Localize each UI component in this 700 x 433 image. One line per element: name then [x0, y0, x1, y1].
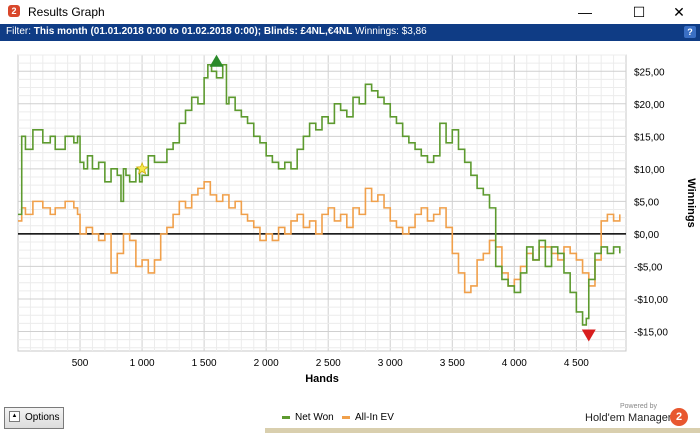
- brand-logo-icon: 2: [670, 408, 688, 426]
- background-window-strip: [265, 428, 700, 433]
- y-tick-label: -$15,00: [634, 327, 668, 338]
- title-bar: 2 Results Graph — ☐ ✕: [0, 0, 700, 24]
- x-tick-label: 3 000: [378, 358, 403, 369]
- y-tick-label: $5,00: [634, 197, 659, 208]
- net-won-line: [18, 63, 621, 326]
- y-tick-label: $15,00: [634, 132, 665, 143]
- all-in-ev-line: [18, 181, 621, 294]
- results-chart: 500 1 000 1 500 2 000 2 500 3 000 3 500 4 000 4 …: [0, 41, 700, 403]
- legend-all-in-ev-swatch: [342, 415, 350, 419]
- y-tick-label: -$5,00: [634, 262, 663, 273]
- y-tick-label: $25,00: [634, 67, 665, 78]
- x-tick-label: 500: [72, 358, 89, 369]
- legend-net-won: Net Won: [282, 412, 334, 423]
- x-tick-label: 1 500: [192, 358, 217, 369]
- winnings-summary: Winnings: $3,86: [355, 26, 427, 37]
- x-axis-title: Hands: [305, 373, 339, 385]
- maximize-button[interactable]: ☐: [632, 4, 646, 20]
- legend-net-won-label: Net Won: [295, 412, 334, 423]
- app-logo-icon: 2: [8, 5, 20, 17]
- x-tick-label: 3 500: [440, 358, 465, 369]
- y-axis-title: Winnings: [685, 178, 697, 227]
- filter-text: Filter: This month (01.01.2018 0:00 to 0…: [6, 26, 427, 37]
- legend-all-in-ev: All-In EV: [342, 412, 394, 423]
- star-marker-icon: [135, 161, 149, 175]
- help-icon[interactable]: ?: [684, 26, 696, 38]
- y-tick-label: $0,00: [634, 230, 659, 241]
- close-button[interactable]: ✕: [673, 4, 685, 20]
- filter-prefix: Filter:: [6, 26, 31, 37]
- y-tick-label: -$10,00: [634, 295, 668, 306]
- minimize-button[interactable]: —: [578, 4, 592, 20]
- x-tick-label: 1 000: [130, 358, 155, 369]
- options-label: Options: [25, 412, 60, 423]
- legend-net-won-swatch: [282, 415, 290, 419]
- min-marker-icon: [581, 329, 596, 342]
- powered-by-text: Powered by: [620, 403, 657, 410]
- y-tick-label: $20,00: [634, 100, 665, 111]
- plot-area: [17, 54, 627, 352]
- x-tick-label: 2 500: [316, 358, 341, 369]
- x-tick-label: 4 500: [564, 358, 589, 369]
- window-title: Results Graph: [28, 5, 105, 19]
- chart-svg: 500 1 000 1 500 2 000 2 500 3 000 3 500 4 000 4 …: [17, 54, 697, 385]
- y-tick-label: $10,00: [634, 165, 665, 176]
- filter-bar: Filter: This month (01.01.2018 0:00 to 0…: [0, 24, 700, 41]
- max-marker-icon: [209, 54, 224, 67]
- expand-up-icon: ▲: [9, 411, 20, 422]
- brand-name: Hold'em Manager: [585, 412, 672, 424]
- options-button[interactable]: ▲ Options: [4, 407, 64, 429]
- legend-all-in-ev-label: All-In EV: [355, 412, 394, 423]
- filter-details: This month (01.01.2018 0:00 to 01.02.201…: [33, 26, 353, 37]
- x-tick-label: 4 000: [502, 358, 527, 369]
- x-tick-label: 2 000: [254, 358, 279, 369]
